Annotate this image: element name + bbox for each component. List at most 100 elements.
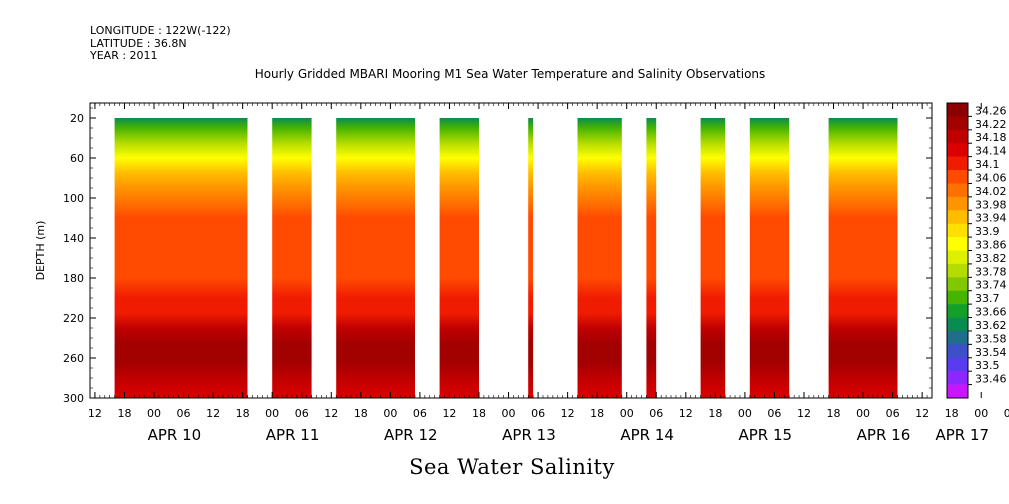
x-hour-tick-label: 06	[767, 407, 781, 420]
colorbar-swatch	[947, 156, 968, 171]
data-segment-2	[272, 118, 312, 398]
colorbar-label: 33.7	[975, 292, 1000, 305]
colorbar-label: 33.5	[975, 359, 1000, 372]
x-hour-tick-label: 12	[561, 407, 575, 420]
data-segment-10	[828, 118, 898, 398]
colorbar-swatch	[947, 183, 968, 198]
y-tick-label: 180	[63, 272, 84, 285]
longitude-label: LONGITUDE : 122W(-122)	[90, 24, 231, 37]
colorbar: 34.2634.2234.1834.1434.134.0634.0233.983…	[946, 102, 1007, 399]
x-axis-title: Sea Water Salinity	[409, 455, 615, 479]
data-segment-6	[577, 118, 622, 398]
x-hour-tick-label: 06	[295, 407, 309, 420]
colorbar-label: 33.62	[975, 319, 1007, 332]
colorbar-label: 34.14	[975, 145, 1007, 158]
x-day-label: APR 11	[266, 426, 320, 444]
colorbar-label: 33.82	[975, 252, 1007, 265]
colorbar-label: 33.46	[975, 373, 1007, 386]
colorbar-label: 33.66	[975, 306, 1007, 319]
colorbar-swatch	[947, 129, 968, 144]
colorbar-label: 34.26	[975, 104, 1007, 117]
colorbar-swatch	[947, 170, 968, 184]
colorbar-swatch	[947, 223, 968, 238]
x-hour-tick-label: 06	[1004, 407, 1009, 420]
year-label: YEAR : 2011	[90, 49, 158, 62]
chart-title: Hourly Gridded MBARI Mooring M1 Sea Wate…	[254, 67, 766, 81]
y-tick-label: 220	[63, 312, 84, 325]
x-hour-tick-label: 06	[649, 407, 663, 420]
colorbar-swatch	[947, 277, 968, 292]
colorbar-swatch	[947, 143, 968, 157]
colorbar-label: 33.98	[975, 198, 1007, 211]
colorbar-swatch	[947, 290, 968, 305]
x-hour-tick-label: 12	[206, 407, 220, 420]
colorbar-swatch	[947, 344, 968, 359]
colorbar-swatch	[947, 317, 968, 332]
colorbar-swatch	[947, 371, 968, 385]
colorbar-label: 33.54	[975, 346, 1007, 359]
x-hour-tick-label: 00	[738, 407, 752, 420]
colorbar-label: 33.86	[975, 239, 1007, 252]
y-tick-label: 260	[63, 352, 84, 365]
x-hour-tick-label: 00	[502, 407, 516, 420]
colorbar-label: 33.94	[975, 212, 1007, 225]
x-day-label: APR 13	[502, 426, 556, 444]
colorbar-swatch	[947, 384, 968, 399]
colorbar-label: 34.22	[975, 118, 1007, 131]
colorbar-swatch	[947, 237, 968, 251]
x-day-label: APR 10	[148, 426, 202, 444]
y-axis-title: DEPTH (m)	[34, 221, 47, 281]
data-segment-4	[439, 118, 479, 398]
x-hour-tick-label: 18	[117, 407, 131, 420]
x-hour-tick-label: 00	[383, 407, 397, 420]
x-day-label: APR 12	[384, 426, 438, 444]
x-hour-tick-label: 12	[324, 407, 338, 420]
colorbar-label: 34.18	[975, 131, 1007, 144]
x-hour-tick-label: 18	[827, 407, 841, 420]
data-segment-3	[336, 118, 415, 398]
colorbar-label: 33.58	[975, 332, 1007, 345]
x-hour-tick-label: 00	[265, 407, 279, 420]
data-segment-8	[700, 118, 726, 398]
x-day-label: APR 14	[620, 426, 674, 444]
y-tick-label: 100	[63, 192, 84, 205]
x-day-label: APR 17	[935, 426, 989, 444]
data-segment-9	[749, 118, 790, 398]
x-hour-tick-label: 12	[88, 407, 102, 420]
colorbar-swatch	[947, 196, 968, 211]
data-segment-7	[646, 118, 657, 398]
x-hour-tick-label: 06	[531, 407, 545, 420]
x-hour-tick-label: 18	[472, 407, 486, 420]
colorbar-label: 34.1	[975, 158, 1000, 171]
colorbar-swatch	[947, 116, 968, 131]
y-tick-label: 300	[63, 392, 84, 405]
x-hour-tick-label: 18	[236, 407, 250, 420]
x-hour-tick-label: 06	[886, 407, 900, 420]
x-hour-tick-label: 12	[797, 407, 811, 420]
x-hour-tick-label: 00	[620, 407, 634, 420]
data-segment-1	[114, 118, 248, 398]
x-hour-tick-label: 18	[354, 407, 368, 420]
x-hour-tick-label: 12	[915, 407, 929, 420]
x-hour-tick-label: 06	[177, 407, 191, 420]
y-tick-label: 60	[70, 152, 84, 165]
x-hour-tick-label: 06	[413, 407, 427, 420]
x-day-label: APR 16	[857, 426, 911, 444]
metadata-block: LONGITUDE : 122W(-122) LATITUDE : 36.8N …	[90, 24, 231, 63]
colorbar-label: 33.74	[975, 279, 1007, 292]
colorbar-label: 34.06	[975, 171, 1007, 184]
y-tick-label: 20	[70, 112, 84, 125]
colorbar-swatch	[947, 330, 968, 345]
data-segment-5	[528, 118, 534, 398]
plot-frame	[89, 102, 933, 399]
axes: 12 18 00 06 12 18 00 06 12 18 00 06 12 18 00 06 12 18 00 06…	[34, 102, 1009, 444]
x-hour-tick-label: 00	[856, 407, 870, 420]
x-hour-tick-label: 18	[590, 407, 604, 420]
colorbar-swatch	[947, 357, 968, 372]
colorbar-swatch	[947, 210, 968, 224]
latitude-label: LATITUDE : 36.8N	[90, 36, 187, 50]
colorbar-swatch	[947, 304, 968, 318]
x-hour-tick-label: 12	[442, 407, 456, 420]
x-hour-tick-label: 18	[708, 407, 722, 420]
